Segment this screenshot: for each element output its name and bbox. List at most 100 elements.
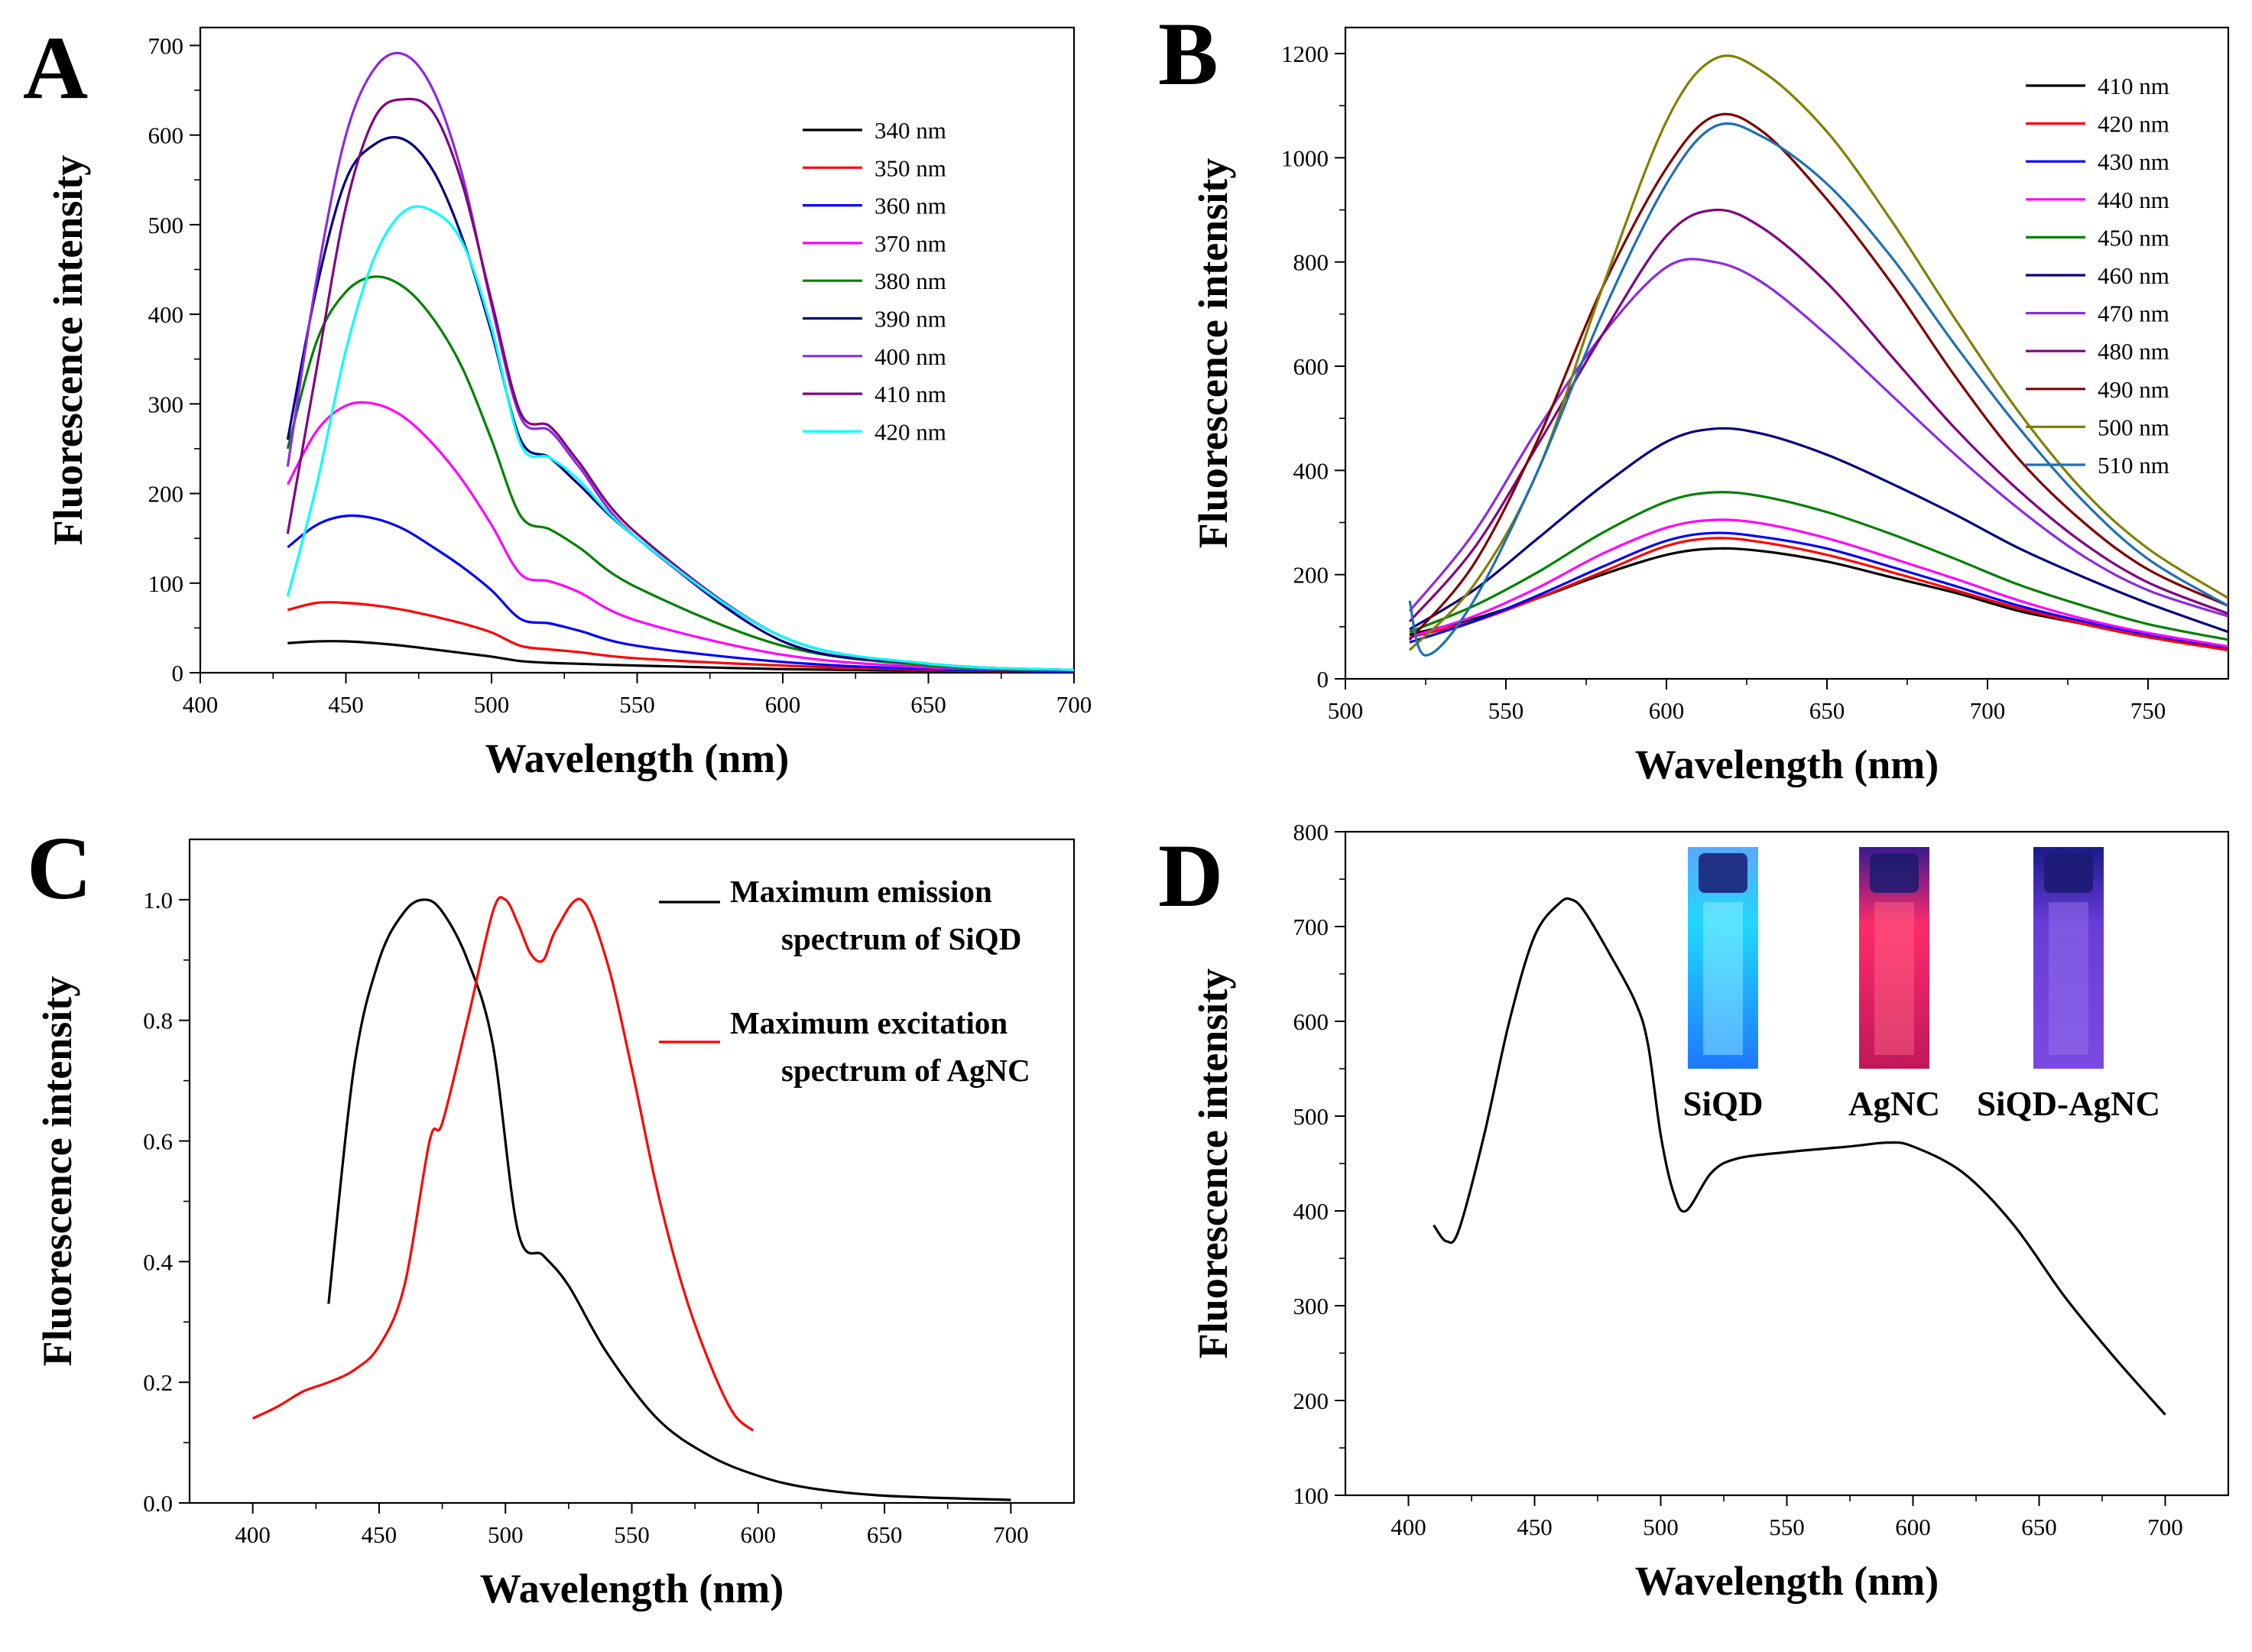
x-axis-title: Wavelength (nm) bbox=[1635, 1558, 1939, 1604]
x-tick-label: 450 bbox=[328, 691, 364, 718]
y-tick-label: 200 bbox=[1293, 562, 1329, 589]
panel-letter: B bbox=[1158, 4, 1218, 104]
x-tick-label: 600 bbox=[741, 1521, 777, 1548]
y-tick-label: 400 bbox=[1293, 457, 1329, 484]
y-tick-label: 600 bbox=[1293, 1008, 1329, 1035]
x-tick-label: 600 bbox=[1895, 1514, 1931, 1540]
legend-label: 410 nm bbox=[875, 381, 946, 407]
series-line-420-nm bbox=[286, 205, 1074, 672]
panel-a: A 400 450 500 550 600 650 700 0 100 200 300 400 500 60… bbox=[23, 18, 1092, 781]
x-tick-label: 650 bbox=[2021, 1514, 2057, 1540]
x-axis-title: Wavelength (nm) bbox=[1635, 742, 1939, 787]
series-line-360-nm bbox=[287, 514, 1074, 673]
legend-line-2: spectrum of SiQD bbox=[781, 921, 1021, 956]
panel-d: D 400 450 500 550 600 650 700 100 200 300 400 500 600… bbox=[1158, 819, 2230, 1604]
y-tick-label: 500 bbox=[148, 212, 184, 239]
y-tick-label: 800 bbox=[1293, 819, 1329, 845]
x-tick-label: 700 bbox=[1970, 697, 2006, 724]
x-tick-label: 700 bbox=[993, 1521, 1029, 1548]
series-line-420-nm bbox=[1409, 537, 2228, 652]
series-line-510-nm bbox=[1408, 122, 2228, 657]
plot-frame bbox=[1344, 26, 2230, 680]
series-line-maximum-excitation-spectrum-of-agnc bbox=[251, 896, 754, 1432]
legend-label: 500 nm bbox=[2098, 414, 2169, 440]
legend-line-2: spectrum of AgNC bbox=[781, 1053, 1030, 1088]
legend-label: 370 nm bbox=[875, 230, 946, 257]
y-axis-title: Fluorescence intensity bbox=[45, 155, 91, 545]
legend-label: 420 nm bbox=[2098, 111, 2169, 138]
y-tick-label: 400 bbox=[148, 301, 184, 328]
series-line-siqd-agnc bbox=[1433, 897, 2166, 1416]
series-line-470-nm bbox=[1408, 258, 2228, 618]
x-tick-label: 500 bbox=[1328, 697, 1364, 724]
x-tick-label: 450 bbox=[362, 1521, 398, 1548]
legend-label: 340 nm bbox=[875, 117, 946, 144]
y-tick-label: 400 bbox=[1293, 1198, 1329, 1225]
legend-label: Maximum emission spectrum of SiQD bbox=[730, 874, 1021, 956]
y-axis-title: Fluorescence intensity bbox=[1190, 158, 1236, 548]
series-line-370-nm bbox=[286, 401, 1074, 673]
y-tick-label: 700 bbox=[1293, 914, 1329, 940]
legend-label: 350 nm bbox=[875, 154, 946, 181]
legend-line-1: Maximum emission bbox=[730, 874, 992, 909]
y-tick-label: 0.2 bbox=[143, 1369, 173, 1396]
y-tick-label: 1.0 bbox=[143, 887, 173, 914]
series-group bbox=[1433, 897, 2166, 1416]
series-line-480-nm bbox=[1408, 208, 2228, 623]
x-tick-label: 400 bbox=[1390, 1514, 1426, 1540]
x-tick-label: 450 bbox=[1517, 1514, 1553, 1540]
legend-label: 480 nm bbox=[2098, 338, 2169, 365]
y-tick-label: 0 bbox=[172, 660, 184, 686]
legend-label: 430 nm bbox=[2098, 148, 2169, 175]
series-line-460-nm bbox=[1409, 427, 2228, 634]
x-tick-label: 500 bbox=[1643, 1514, 1679, 1540]
x-tick-label: 550 bbox=[1488, 697, 1524, 724]
series-line-maximum-emission-spectrum-of-siqd bbox=[327, 898, 1011, 1501]
vial-cap bbox=[1870, 853, 1919, 893]
legend-label: 470 nm bbox=[2098, 300, 2169, 327]
y-tick-label: 700 bbox=[148, 32, 184, 59]
x-tick-label: 550 bbox=[619, 691, 655, 718]
y-tick-label: 0 bbox=[1317, 666, 1329, 693]
vial-liquid bbox=[1703, 902, 1743, 1055]
legend-label: 410 nm bbox=[2098, 73, 2169, 99]
y-tick-label: 600 bbox=[1293, 353, 1329, 380]
x-tick-label: 600 bbox=[765, 691, 801, 718]
y-tick-label: 0.4 bbox=[143, 1248, 173, 1275]
x-tick-label: 550 bbox=[614, 1521, 650, 1548]
legend-label: 420 nm bbox=[875, 418, 946, 445]
legend-label: 450 nm bbox=[2098, 224, 2169, 251]
series-group bbox=[251, 896, 1011, 1501]
x-tick-label: 700 bbox=[2147, 1514, 2183, 1540]
series-line-430-nm bbox=[1409, 531, 2228, 649]
legend-label: 380 nm bbox=[875, 268, 946, 294]
y-tick-label: 100 bbox=[148, 570, 184, 597]
x-tick-label: 700 bbox=[1056, 691, 1092, 718]
panel-letter: C bbox=[27, 818, 92, 918]
y-axis-title: Fluorescence intensity bbox=[1190, 969, 1236, 1358]
x-tick-label: 650 bbox=[1809, 697, 1845, 724]
x-tick-label: 650 bbox=[867, 1521, 903, 1548]
vial-liquid bbox=[1874, 902, 1914, 1055]
y-tick-label: 0.6 bbox=[143, 1128, 173, 1155]
x-tick-label: 400 bbox=[235, 1521, 271, 1548]
x-tick-label: 750 bbox=[2130, 697, 2166, 724]
y-tick-label: 1200 bbox=[1281, 41, 1329, 67]
panel-letter: D bbox=[1158, 826, 1223, 926]
vial-cap bbox=[2044, 853, 2093, 893]
y-tick-label: 300 bbox=[148, 391, 184, 417]
series-group bbox=[286, 51, 1074, 673]
y-tick-label: 0.0 bbox=[143, 1490, 173, 1517]
x-tick-label: 500 bbox=[488, 1521, 524, 1548]
y-tick-label: 800 bbox=[1293, 249, 1329, 276]
y-tick-label: 1000 bbox=[1281, 144, 1329, 171]
x-tick-label: 500 bbox=[474, 691, 510, 718]
y-tick-label: 500 bbox=[1293, 1103, 1329, 1130]
series-line-340-nm bbox=[287, 640, 1074, 673]
series-line-440-nm bbox=[1409, 518, 2228, 648]
x-tick-label: 400 bbox=[183, 691, 219, 718]
panel-b: B 500 550 600 650 700 750 0 200 400 600 800 1000 1200… bbox=[1158, 4, 2230, 787]
series-group bbox=[1408, 54, 2228, 657]
legend-label: 490 nm bbox=[2098, 376, 2169, 403]
